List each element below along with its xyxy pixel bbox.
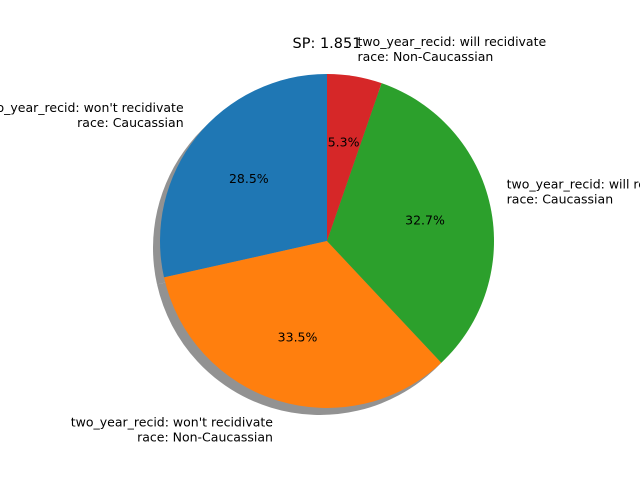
pie-labels: 28.5% two_year_recid: won't recidivate rac…	[0, 34, 640, 445]
pie-slices	[159, 74, 494, 409]
slice-category-label: two_year_recid: won't recidivate race: No…	[71, 415, 274, 445]
pie-slice-4	[327, 74, 382, 241]
pie-slice-2	[164, 241, 442, 409]
pie-slice-1	[159, 74, 327, 278]
pie-slice-3	[327, 83, 494, 363]
slice-category-label: two_year_recid: will recidivate race: Non…	[357, 34, 546, 64]
slice-percent-label: 33.5%	[278, 329, 318, 344]
slice-percent-label: 32.7%	[405, 213, 445, 228]
chart-title: SP: 1.851	[293, 36, 362, 52]
slice-percent-label: 28.5%	[229, 171, 269, 186]
slice-percent-label: 5.3%	[328, 135, 360, 150]
slice-category-label: two_year_recid: won't recidivate race: Ca…	[0, 100, 184, 130]
